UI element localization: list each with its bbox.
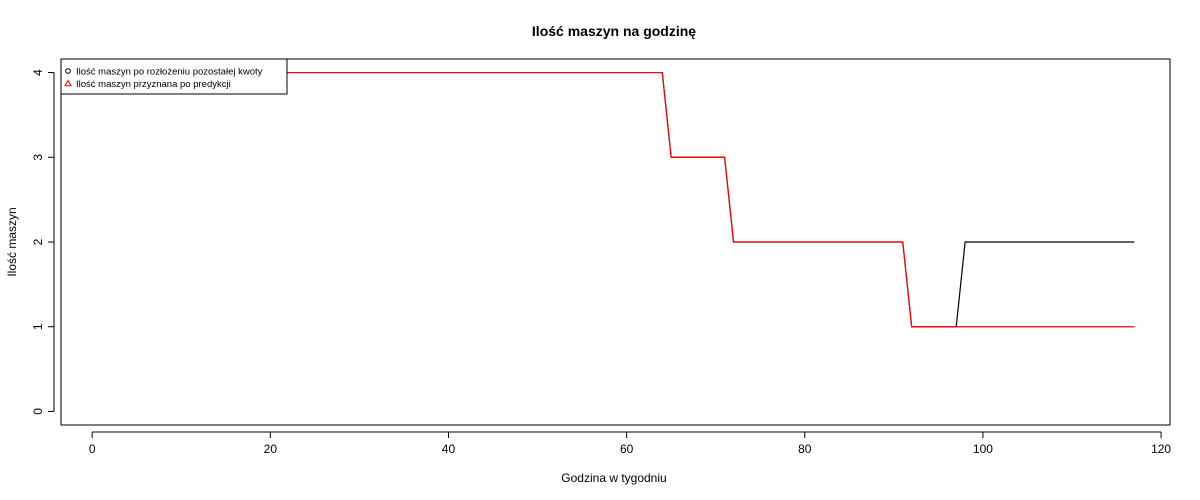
series-layer bbox=[92, 71, 1135, 328]
legend-box bbox=[60, 58, 288, 95]
legend-entry-2-label: Ilość maszyn przyznana po predykcji bbox=[76, 79, 231, 90]
series-line-2 bbox=[92, 71, 1135, 328]
chart-title: Ilość maszyn na godzinę bbox=[532, 23, 696, 39]
x-axis: 0 20 40 60 80 100 120 bbox=[89, 431, 1171, 456]
legend-entry-1-label: Ilość maszyn po rozłożeniu pozostałej kw… bbox=[76, 67, 263, 78]
y-tick-label: 3 bbox=[31, 154, 45, 161]
x-tick-label: 60 bbox=[620, 442, 634, 456]
y-axis-label: Ilość maszyn bbox=[5, 207, 19, 276]
x-tick-label: 40 bbox=[442, 442, 456, 456]
y-axis: 0 1 2 3 4 bbox=[31, 69, 55, 415]
legend-circle-marker bbox=[65, 68, 71, 74]
series-line-1 bbox=[92, 71, 1135, 328]
legend-triangle-marker bbox=[64, 79, 72, 87]
x-tick-label: 100 bbox=[973, 442, 993, 456]
x-tick-label: 120 bbox=[1151, 442, 1171, 456]
plot-area-frame bbox=[60, 58, 1171, 426]
legend: Ilość maszyn po rozłożeniu pozostałej kw… bbox=[60, 58, 288, 95]
y-tick-label: 1 bbox=[31, 323, 45, 330]
x-tick-label: 0 bbox=[89, 442, 96, 456]
x-axis-label: Godzina w tygodniu bbox=[561, 471, 666, 485]
x-tick-label: 80 bbox=[798, 442, 812, 456]
y-tick-label: 2 bbox=[31, 238, 45, 245]
y-tick-label: 4 bbox=[31, 69, 45, 76]
x-tick-label: 20 bbox=[264, 442, 278, 456]
y-tick-label: 0 bbox=[31, 408, 45, 415]
